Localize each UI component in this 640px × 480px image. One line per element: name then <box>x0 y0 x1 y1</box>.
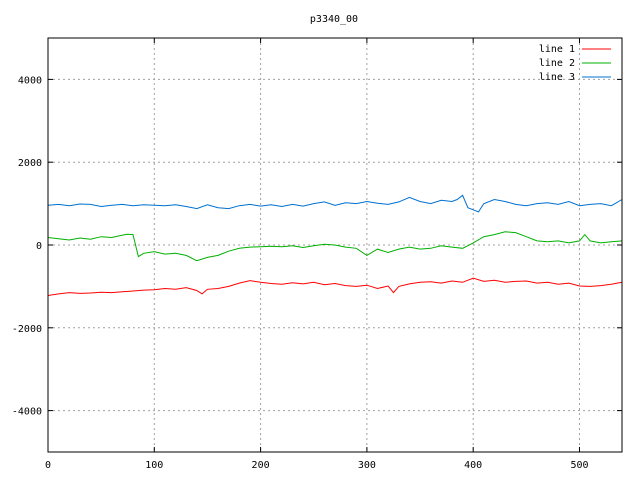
series-line-3 <box>47 194 623 213</box>
series-line-1 <box>47 277 623 296</box>
axis-ticks: 0 100 200 300 400 500 -4000 -2000 0 2000 4000 <box>12 38 622 471</box>
legend-label-3: line 3 <box>539 72 575 83</box>
legend-label-2: line 2 <box>539 58 575 69</box>
y-tick-label: 4000 <box>18 75 42 86</box>
chart-title: p3340_00 <box>310 14 358 25</box>
x-tick-label: 400 <box>464 460 482 471</box>
y-tick-label: -4000 <box>12 407 42 418</box>
series-line-2 <box>47 231 623 262</box>
legend-label-1: line 1 <box>539 44 575 55</box>
series-lines <box>47 194 623 296</box>
y-tick-label: 0 <box>36 241 42 252</box>
x-tick-label: 200 <box>252 460 270 471</box>
x-tick-label: 100 <box>145 460 163 471</box>
legend: line 1 line 2 line 3 <box>539 44 611 83</box>
y-tick-label: -2000 <box>12 324 42 335</box>
x-tick-label: 500 <box>570 460 588 471</box>
x-tick-label: 300 <box>358 460 376 471</box>
x-tick-label: 0 <box>45 460 51 471</box>
y-tick-label: 2000 <box>18 158 42 169</box>
